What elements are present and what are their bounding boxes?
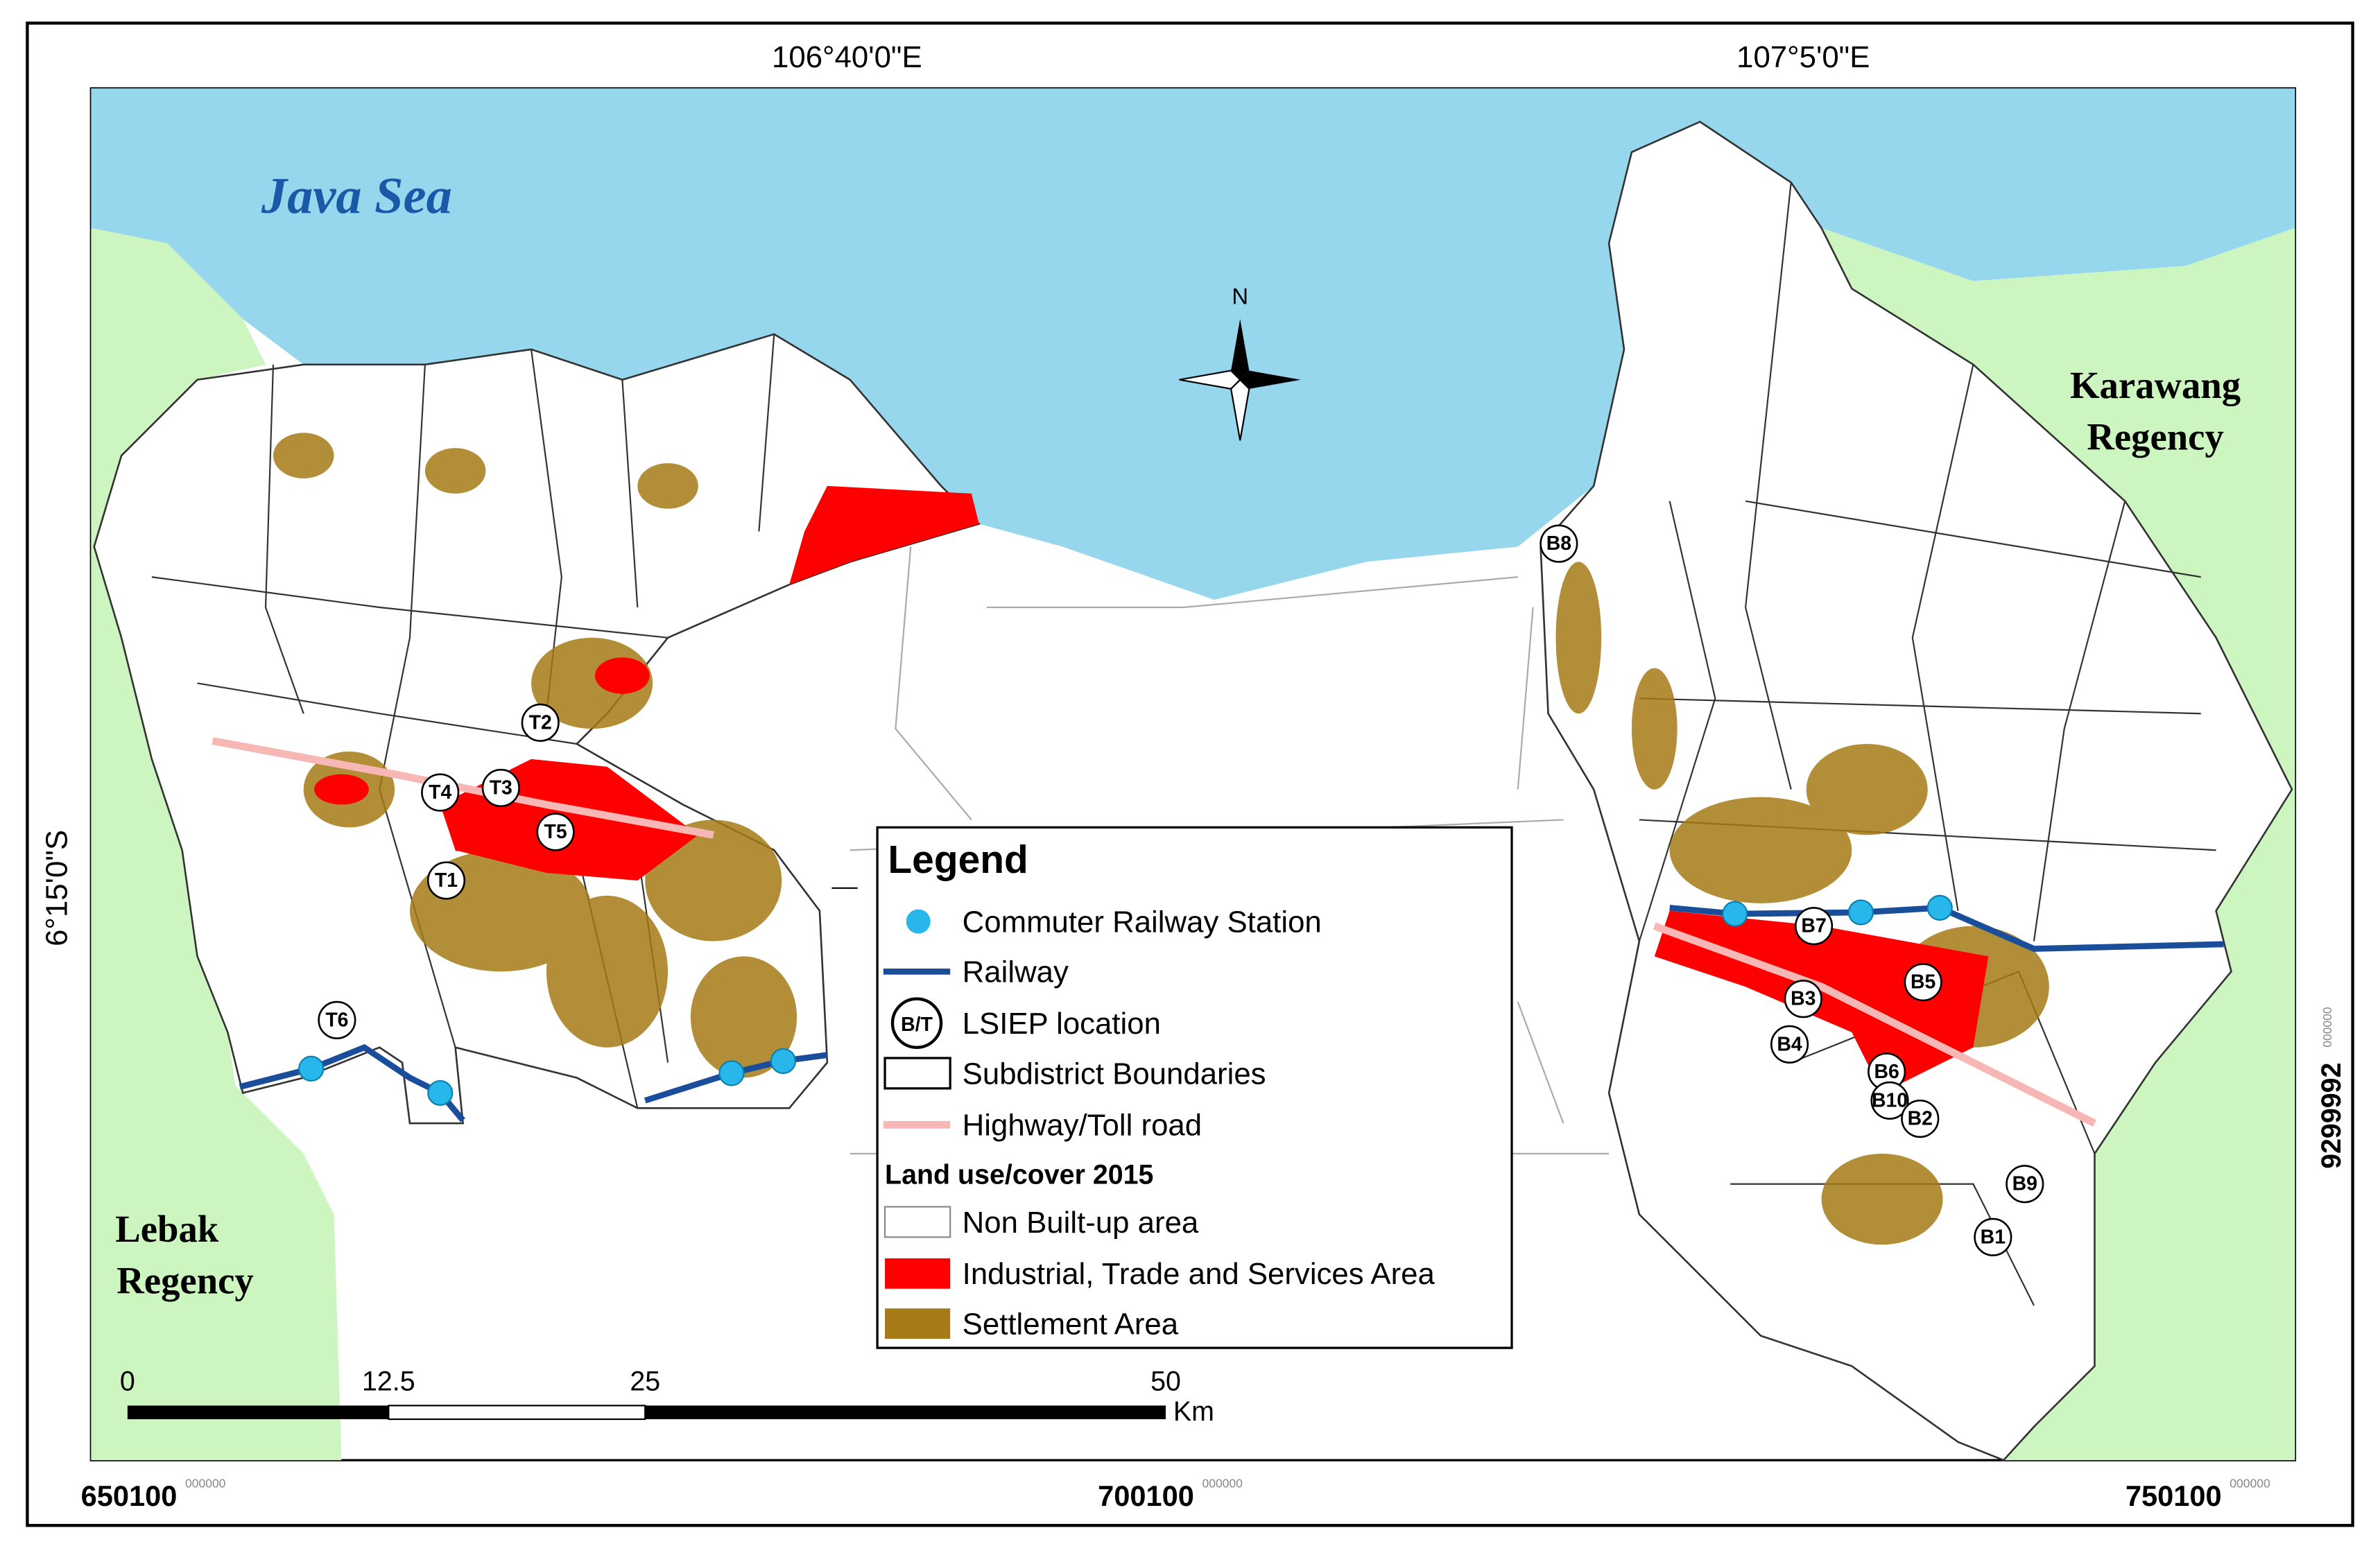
karawang-label: Karawang	[2070, 364, 2241, 406]
location-label: T6	[325, 1009, 348, 1031]
location-marker	[426, 861, 466, 900]
location-marker	[521, 703, 560, 742]
scale-label: 50	[1150, 1366, 1181, 1396]
graticule-sup: 000000	[2230, 1477, 2270, 1491]
stations	[298, 894, 1953, 1107]
location-marker	[1540, 524, 1578, 563]
location-label: B10	[1872, 1089, 1908, 1111]
land-karawang	[1821, 227, 2295, 1461]
graticule-sup: 000000	[1202, 1477, 1243, 1491]
compass: N	[1179, 283, 1301, 441]
location-marker	[1795, 907, 1834, 946]
graticule-label: 106°40'0"E	[772, 40, 922, 74]
location-label: T1	[435, 869, 458, 892]
location-label: B5	[1911, 971, 1936, 994]
scale-label: 12.5	[362, 1366, 415, 1396]
legend-label: Railway	[963, 955, 1069, 989]
location-marker	[1974, 1217, 2012, 1256]
location-label: B4	[1777, 1033, 1802, 1055]
location-label: T4	[429, 781, 451, 804]
land-lebak	[91, 227, 342, 1461]
legend-label: LSIEP location	[963, 1007, 1161, 1041]
karawang-label: Regency	[2087, 415, 2223, 458]
graticule-label: 107°5'0"E	[1736, 40, 1870, 74]
scale-unit: Km	[1173, 1396, 1214, 1427]
graticule-label: 700100	[1098, 1480, 1194, 1512]
location-label: B8	[1546, 532, 1571, 555]
graticule-label: 6°15'0"S	[40, 830, 74, 946]
highways	[212, 737, 2096, 1127]
legend-box	[876, 826, 1513, 1349]
location-label: B7	[1801, 915, 1826, 937]
location-label: B3	[1791, 988, 1816, 1010]
location-marker	[1901, 1100, 1940, 1138]
location-marker	[421, 773, 460, 812]
legend-symbol	[883, 1057, 951, 1090]
legend: Legend B/T Land use/cover 2015 Commuter …	[876, 826, 1513, 1349]
graticule-label: 750100	[2125, 1480, 2222, 1512]
location-marker	[1870, 1081, 1909, 1120]
location-marker	[1784, 980, 1822, 1018]
legend-items: Commuter Railway Station Railway LSIEP loc…	[963, 905, 1435, 1341]
location-marker	[481, 768, 520, 808]
legend-symbol	[906, 909, 931, 934]
location-marker	[2006, 1165, 2044, 1204]
north-label: N	[1232, 283, 1248, 309]
legend-label: Highway/Toll road	[963, 1109, 1202, 1143]
location-marker	[1770, 1025, 1809, 1064]
graticule-sup: 000000	[185, 1477, 226, 1491]
scale-label: 0	[120, 1366, 135, 1396]
bottom-graticule: 650100 000000 700100 000000 750100 000000	[81, 1477, 2270, 1512]
scale-bar: 0 12.5 25 50 Km	[120, 1366, 1214, 1427]
graticule-label: 650100	[81, 1480, 178, 1512]
scale-label: 25	[630, 1366, 660, 1396]
legend-symbol	[883, 1206, 951, 1238]
legend-label: Industrial, Trade and Services Area	[963, 1257, 1435, 1291]
graticule-label: 9299992	[2316, 1063, 2347, 1169]
legend-symbol	[890, 997, 943, 1049]
location-label: B2	[1908, 1108, 1933, 1130]
location-label: B9	[2012, 1173, 2037, 1195]
legend-label: Subdistrict Boundaries	[963, 1057, 1266, 1091]
sea	[91, 88, 2295, 600]
legend-symbol-text: B/T	[901, 1014, 933, 1036]
legend-label: Commuter Railway Station	[963, 905, 1322, 939]
location-marker	[536, 813, 575, 851]
legend-symbol	[885, 1308, 951, 1339]
legend-section: Land use/cover 2015	[885, 1160, 1153, 1190]
location-label: T5	[544, 821, 567, 843]
outer-frame	[26, 21, 2354, 1527]
location-label: B1	[1981, 1226, 2006, 1248]
sea-label: Java Sea	[261, 168, 452, 225]
legend-label: Settlement Area	[963, 1307, 1179, 1341]
scale-ticks: 0 12.5 25 50	[120, 1366, 1181, 1396]
location-label: B6	[1874, 1061, 1899, 1083]
lebak-label: Regency	[117, 1259, 253, 1301]
legend-symbol	[885, 1258, 951, 1289]
location-marker	[1904, 963, 1942, 1002]
graticule-sup: 000000	[2320, 1007, 2334, 1048]
legend-label: Non Built-up area	[963, 1206, 1199, 1240]
lebak-label: Lebak	[115, 1208, 219, 1250]
legend-title: Legend	[888, 838, 1028, 882]
location-label: T3	[490, 777, 512, 799]
location-marker	[318, 1000, 356, 1039]
location-label: T2	[529, 711, 552, 734]
